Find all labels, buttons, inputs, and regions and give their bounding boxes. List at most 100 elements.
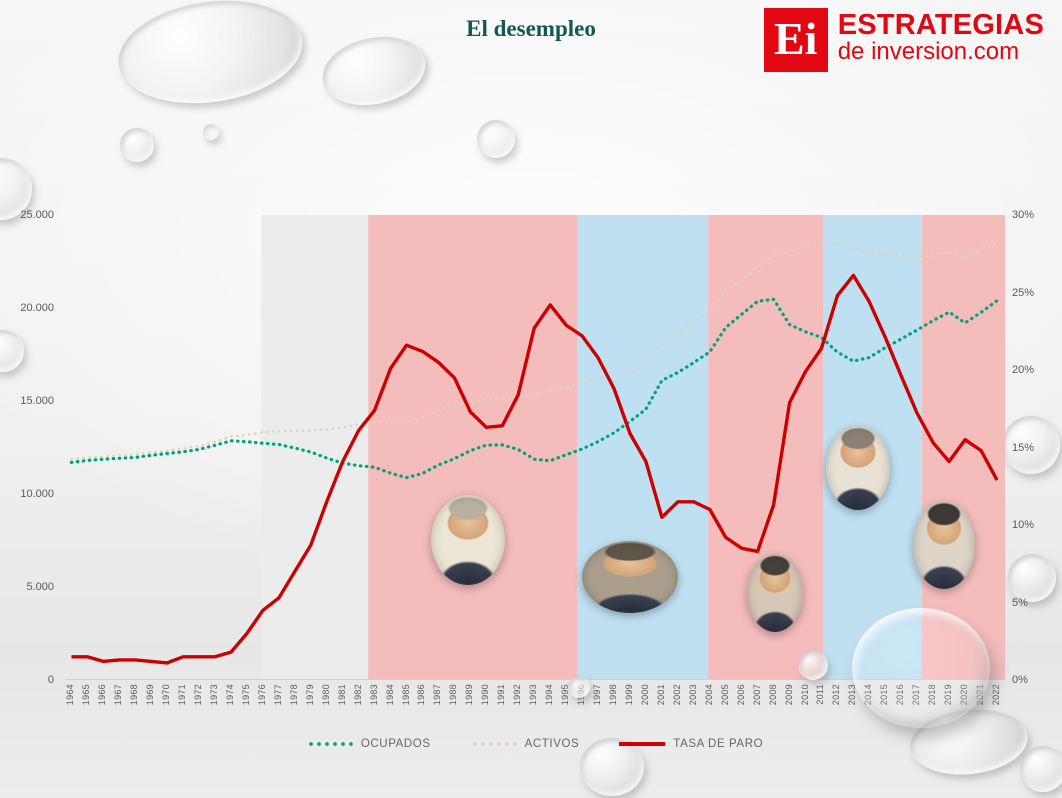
portrait-jose-luis-rodriguez-zapatero	[747, 554, 803, 632]
brand-name: ESTRATEGIAS de inversion.com	[838, 8, 1044, 65]
portrait-mariano-rajoy	[826, 426, 890, 510]
right-axis: 0% 5% 10% 15% 20% 25% 30%	[1010, 209, 1060, 686]
x-axis-year-label: 1998	[607, 684, 618, 706]
x-axis-year-label: 1980	[320, 684, 331, 706]
x-axis-year-label: 1984	[384, 684, 395, 706]
legend-swatch-dotted-icon	[306, 740, 353, 748]
brand-logo: Ei ESTRATEGIAS de inversion.com	[763, 8, 1044, 72]
series-activos	[70, 242, 999, 461]
brand-monogram-icon: Ei	[763, 8, 828, 72]
right-axis-tick: 0%	[1012, 674, 1028, 686]
x-axis-year-label: 1982	[352, 684, 363, 706]
water-droplet-icon	[477, 120, 515, 158]
x-axis-year-label: 1992	[512, 684, 523, 706]
x-axis-year-label: 2012	[831, 684, 842, 706]
water-droplet-icon	[1008, 554, 1056, 602]
left-axis-tick: 15.000	[20, 395, 54, 407]
right-axis-tick: 30%	[1012, 209, 1035, 221]
x-axis-year-label: 2008	[767, 684, 778, 706]
right-axis-tick: 10%	[1012, 519, 1035, 531]
x-axis-year-label: 1994	[544, 684, 555, 706]
x-axis-year-label: 1989	[464, 684, 475, 706]
x-axis-year-label: 2000	[639, 684, 650, 706]
x-axis-year-label: 1990	[480, 684, 491, 706]
x-axis-year-label: 2009	[783, 684, 794, 706]
water-droplet-icon	[798, 650, 828, 680]
water-droplet-icon	[1002, 416, 1060, 474]
x-axis-year-label: 1964	[65, 684, 76, 706]
page-title: El desempleo	[466, 16, 596, 41]
x-axis-year-label: 1975	[240, 684, 251, 706]
x-axis-year-label: 1993	[528, 684, 539, 706]
brand-line1: ESTRATEGIAS	[837, 9, 1044, 41]
portrait-jose-maria-aznar	[582, 541, 678, 613]
x-axis-year-label: 1999	[623, 684, 634, 706]
water-droplet-icon	[203, 124, 219, 140]
x-axis-year-label: 1988	[448, 684, 459, 706]
x-axis-year-label: 1997	[592, 684, 603, 706]
legend-label: TASA DE PARO	[673, 738, 764, 750]
x-axis-year-label: 1968	[129, 684, 140, 706]
x-axis-year-label: 1986	[416, 684, 427, 706]
series-tasa-de-paro	[71, 273, 999, 665]
x-axis-year-label: 2003	[687, 684, 698, 706]
x-axis-year-label: 1970	[161, 684, 172, 706]
x-axis-year-label: 1967	[113, 684, 124, 706]
x-axis-year-label: 2002	[671, 684, 682, 706]
x-axis-year-label: 1965	[81, 684, 92, 706]
right-axis-tick: 5%	[1012, 596, 1028, 609]
x-axis-year-label: 2011	[815, 684, 826, 705]
legend-item-tasa-de-paro: TASA DE PARO	[619, 738, 763, 750]
x-axis-year-label: 1972	[193, 684, 204, 706]
legend-item-ocupados: OCUPADOS	[306, 738, 431, 750]
chart-legend: OCUPADOS ACTIVOS TASA DE PARO	[65, 738, 1005, 750]
x-axis-year-label: 2010	[799, 684, 810, 706]
x-axis-year-label: 1991	[496, 684, 507, 706]
legend-swatch-dotted-icon	[470, 740, 517, 748]
legend-label: OCUPADOS	[360, 738, 431, 750]
portrait-felipe-gonzalez	[431, 495, 505, 585]
legend-item-activos: ACTIVOS	[470, 738, 580, 750]
government-period-band	[261, 215, 369, 680]
x-axis-year-label: 2022	[991, 684, 1002, 706]
left-axis-tick: 5.000	[26, 581, 54, 593]
right-axis-tick: 15%	[1012, 441, 1035, 454]
left-axis-tick: 10.000	[20, 488, 54, 500]
x-axis-year-label: 2006	[735, 684, 746, 706]
x-axis-year-label: 2004	[703, 684, 714, 706]
portrait-pedro-sanchez	[913, 501, 975, 589]
x-axis-year-label: 1973	[209, 684, 220, 706]
x-axis-year-label: 1981	[336, 684, 347, 706]
legend-swatch-solid-icon	[619, 742, 666, 746]
water-droplet-icon	[568, 676, 590, 698]
left-axis-tick: 25.000	[20, 209, 54, 221]
x-axis-year-label: 1978	[288, 684, 299, 706]
x-axis-year-label: 1971	[177, 684, 188, 706]
x-axis-year-label: 1976	[256, 684, 267, 706]
x-axis-year-label: 2007	[751, 684, 762, 706]
water-droplet-icon	[1020, 746, 1062, 792]
government-period-band	[368, 215, 578, 680]
x-axis-year-label: 1983	[368, 684, 379, 706]
series-ocupados	[69, 297, 999, 480]
x-axis-year-label: 1985	[400, 684, 411, 706]
left-axis: 0 5.000 10.000 15.000 20.000 25.000	[0, 209, 58, 686]
x-axis-year-label: 1979	[304, 684, 315, 706]
water-droplet-icon	[580, 738, 644, 796]
brand-line2: de inversion.com	[837, 38, 1020, 66]
x-axis-year-label: 2001	[655, 684, 666, 706]
right-axis-tick: 20%	[1012, 364, 1035, 376]
x-axis-year-label: 1966	[97, 684, 108, 706]
chart-plot-area	[65, 215, 1005, 680]
water-droplet-icon	[852, 608, 990, 728]
left-axis-tick: 0	[47, 674, 54, 686]
right-axis-tick: 25%	[1012, 286, 1035, 299]
x-axis-year-label: 1969	[145, 684, 156, 706]
x-axis-year-label: 1974	[224, 684, 235, 706]
left-axis-tick: 20.000	[20, 302, 54, 314]
x-axis-year-label: 2005	[719, 684, 730, 706]
legend-label: ACTIVOS	[524, 738, 580, 750]
water-droplet-icon	[120, 128, 154, 162]
x-axis-year-label: 1987	[432, 684, 443, 706]
